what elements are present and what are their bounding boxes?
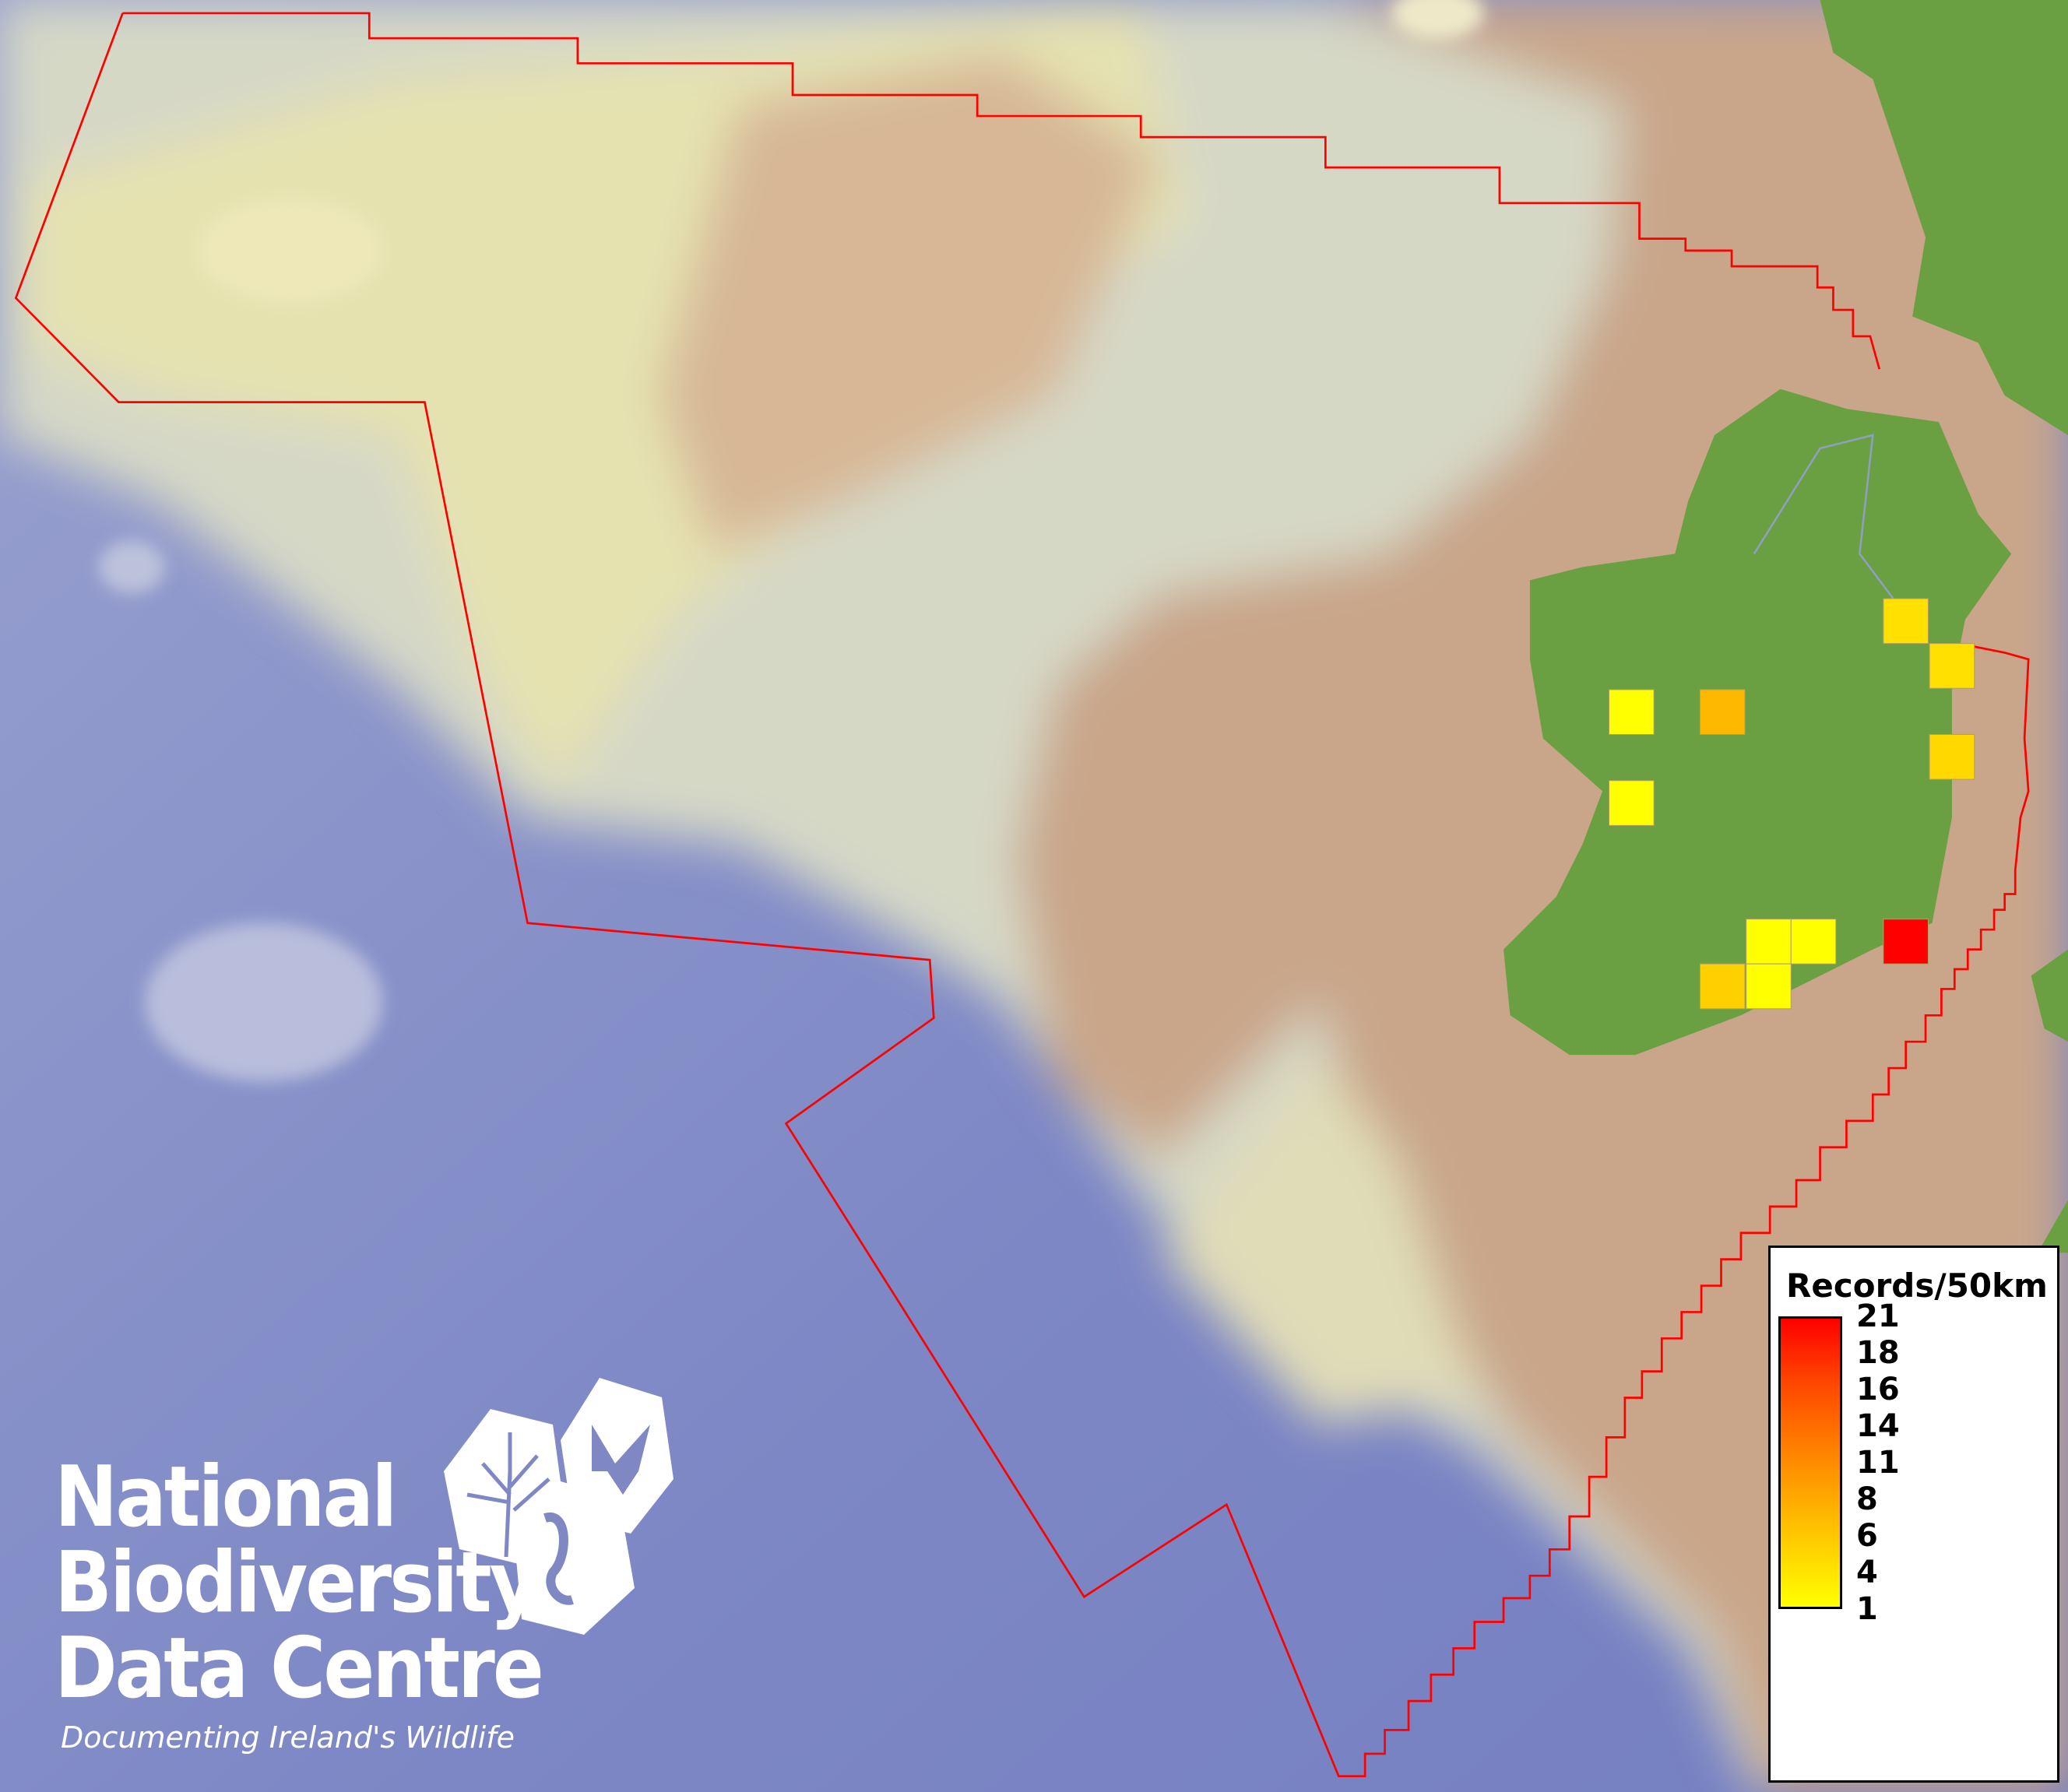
wales	[2031, 949, 2068, 1042]
grid-cell	[1929, 733, 1975, 780]
legend-tick: 8	[1856, 1481, 1878, 1517]
legend-title: Records/50km	[1786, 1267, 2048, 1305]
grid-cell	[1883, 598, 1929, 645]
legend: Records/50km 21 18 16 14 11 8 6 4 1	[1768, 1246, 2059, 1783]
grid-cell	[1699, 689, 1746, 736]
legend-tick: 6	[1856, 1518, 1878, 1554]
cornwall	[2038, 1200, 2068, 1253]
legend-tick: 14	[1856, 1408, 1900, 1444]
ni-border	[1753, 434, 1901, 607]
logo-hexagons	[444, 1378, 674, 1635]
logo-line-1: National	[55, 1449, 397, 1546]
grid-cell	[1929, 643, 1975, 689]
seamount	[99, 540, 165, 594]
boundary-line	[14, 12, 2030, 1778]
seamount	[1391, 0, 1484, 40]
logo-line-3: Data Centre	[55, 1620, 544, 1717]
seamount	[198, 198, 383, 304]
legend-tick: 4	[1856, 1555, 1878, 1590]
legend-tick: 1	[1856, 1591, 1878, 1627]
legend-tick: 16	[1856, 1372, 1900, 1407]
land	[1504, 0, 2068, 1253]
grid-cell	[1746, 919, 1792, 965]
legend-color-bar	[1778, 1316, 1842, 1609]
grid-cell	[1746, 963, 1792, 1010]
legend-tick: 18	[1856, 1335, 1900, 1371]
grid-cell	[1609, 689, 1655, 736]
logo-line-2: Biodiversity	[55, 1534, 539, 1632]
scotland	[1820, 0, 2068, 435]
grid-cell	[1790, 919, 1837, 965]
legend-tick: 21	[1856, 1298, 1900, 1334]
grid-cells	[1609, 598, 1975, 1010]
legend-tick: 11	[1856, 1445, 1900, 1481]
porcupine-bank	[659, 52, 1161, 554]
seahorse-icon	[514, 1479, 635, 1635]
grid-cell	[1609, 780, 1655, 826]
seamount	[145, 922, 383, 1081]
goban-spur	[1160, 1055, 1478, 1425]
grid-cell	[1699, 963, 1746, 1010]
logo-tagline: Documenting Ireland's Wildlife	[61, 1720, 515, 1755]
grid-cell	[1883, 919, 1929, 965]
ireland	[1504, 388, 2012, 1056]
